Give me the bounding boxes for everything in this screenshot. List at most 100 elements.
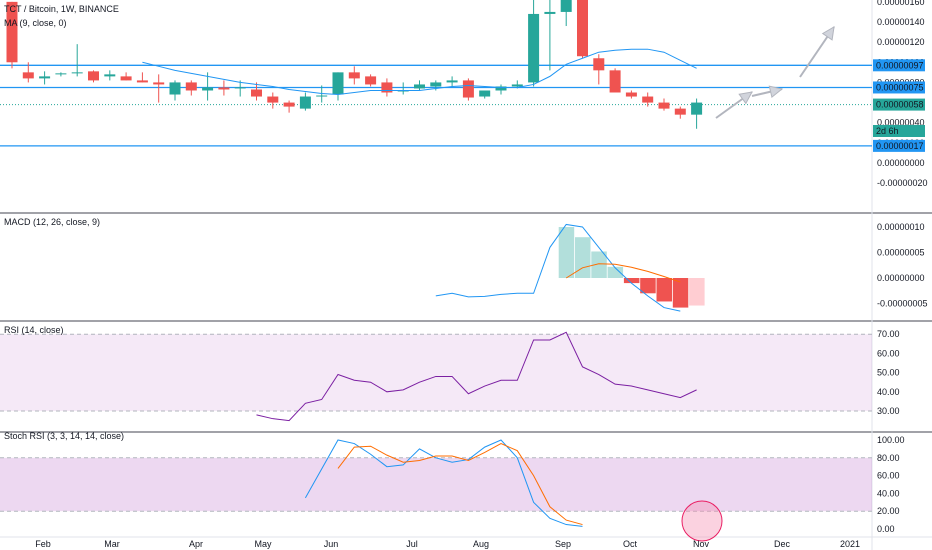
time-tick-label: Oct [623,539,638,549]
price-label: 0.00000058 [873,98,925,111]
stoch-tick-label: 80.00 [877,453,900,463]
macd-pane[interactable]: 0.00000010 0.00000005 0.00000000 -0.0000000… [435,222,928,312]
ma-legend: MA (9, close, 0) [4,18,67,28]
macd-histogram-bar[interactable] [575,237,591,278]
rsi-tick-label: 60.00 [877,348,900,358]
time-axis: Feb Mar Apr May Jun Jul Aug Sep Oct Nov Dec 2021 [35,539,860,549]
candle[interactable] [658,102,670,109]
projection-arrow[interactable] [799,26,835,78]
candle[interactable] [283,102,295,107]
candle[interactable] [332,72,344,95]
candle[interactable] [39,76,51,79]
candle[interactable] [202,87,214,91]
macd-histogram-bar[interactable] [607,266,624,278]
candle[interactable] [185,82,197,91]
price-label-bg [873,59,925,72]
stoch-legend: Stoch RSI (3, 3, 14, 14, close) [4,431,124,441]
price-tick-label: 0.00000120 [877,37,925,47]
stoch-k-line [304,439,583,527]
macd-line [435,223,681,312]
price-label-bg [873,81,925,94]
projection-arrow[interactable] [715,91,753,119]
candle[interactable] [560,0,572,12]
candle[interactable] [430,82,442,87]
candle[interactable] [218,87,230,90]
stoch-tick-label: 60.00 [877,471,900,481]
candle[interactable] [136,80,148,83]
price-tick-label: 0.00000140 [877,17,925,27]
time-tick-label: Aug [473,539,489,549]
stoch-tick-label: 0.00 [877,524,895,534]
price-label-text: 0.00000075 [876,82,924,92]
candle[interactable] [316,95,328,97]
time-tick-label: Sep [555,539,571,549]
candle[interactable] [153,82,165,85]
rsi-pane[interactable]: 70.00 60.00 50.00 40.00 30.00 [0,329,900,422]
projection-arrow[interactable] [751,85,784,99]
macd-histogram-bar[interactable] [656,278,673,302]
candle[interactable] [625,92,637,97]
time-tick-label: Dec [774,539,791,549]
candle[interactable] [6,1,18,63]
candle[interactable] [22,72,34,79]
macd-histogram-bar[interactable] [558,227,575,278]
macd-histogram-bar[interactable] [640,278,656,294]
candle[interactable] [251,89,262,97]
candle[interactable] [577,0,588,57]
candle[interactable] [71,72,83,74]
candle[interactable] [234,87,246,89]
macd-tick-label: 0.00000010 [877,222,925,232]
candle[interactable] [348,72,360,79]
candle[interactable] [55,73,67,75]
candle[interactable] [642,96,654,103]
candle[interactable] [381,82,393,93]
stoch-tick-label: 100.00 [877,435,905,445]
stoch-rsi-pane[interactable]: 100.00 80.00 60.00 40.00 20.00 0.00 [0,435,905,542]
price-label-bg [873,98,925,111]
stoch-tick-label: 20.00 [877,506,900,516]
candle[interactable] [544,11,556,14]
candle[interactable] [365,76,377,85]
candle[interactable] [495,86,507,91]
macd-histogram-bar[interactable] [689,278,705,306]
rsi-tick-label: 40.00 [877,387,900,397]
candle[interactable] [462,80,474,98]
price-label: 0.00000097 [873,59,925,72]
macd-tick-label: 0.00000000 [877,273,925,283]
stoch-tick-label: 40.00 [877,488,900,498]
price-pane[interactable]: 0.000001600.000001400.000001200.00000100… [0,0,928,188]
candle[interactable] [169,82,181,95]
macd-tick-label: 0.00000005 [877,248,925,258]
price-label: 2d 6h [873,125,925,137]
time-tick-label: May [254,539,272,549]
candle[interactable] [267,96,279,103]
macd-histogram-bar[interactable] [623,278,640,284]
price-label-text: 0.00000058 [876,100,924,110]
candle[interactable] [691,102,703,115]
candle[interactable] [593,58,605,71]
candle[interactable] [414,84,425,89]
candle[interactable] [299,96,311,109]
candle[interactable] [528,13,540,83]
candle[interactable] [88,71,99,81]
highlight-circle[interactable] [681,500,723,542]
price-label-text: 0.00000017 [876,141,924,151]
price-legend: TCT / Bitcoin, 1W, BINANCE [4,4,119,14]
price-tick-label: -0.00000020 [877,178,928,188]
candle[interactable] [104,74,116,77]
candle[interactable] [674,108,686,115]
macd-histogram-bar[interactable] [591,251,607,278]
candle[interactable] [446,80,458,83]
rsi-band [0,334,872,411]
price-label-bg [873,139,925,152]
candle[interactable] [479,90,491,97]
candle[interactable] [609,70,621,93]
candle[interactable] [120,76,132,81]
candle[interactable] [511,84,523,87]
time-tick-label: 2021 [840,539,860,549]
arrow-head [738,91,753,105]
rsi-tick-label: 70.00 [877,329,900,339]
macd-histogram-bar[interactable] [672,278,689,308]
rsi-legend: RSI (14, close) [4,325,64,335]
